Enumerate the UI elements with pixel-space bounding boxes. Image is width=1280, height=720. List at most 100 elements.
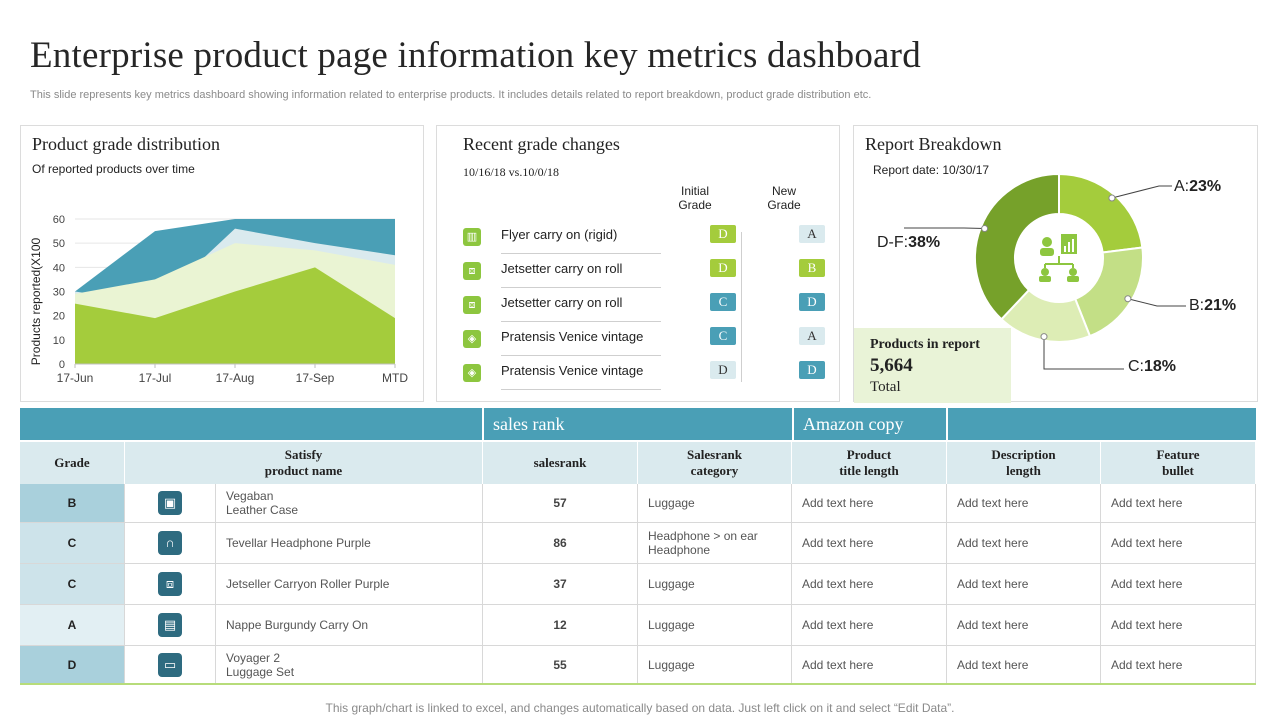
feature-bullet-cell[interactable]: Add text here — [1101, 484, 1256, 522]
leader-dot — [1108, 194, 1116, 202]
description-length-cell[interactable]: Add text here — [947, 646, 1101, 684]
product-name-cell: Voyager 2 Luggage Set — [216, 646, 483, 684]
grade-changes-panel: Recent grade changes 10/16/18 vs.10/0/18… — [436, 125, 840, 402]
band-divider — [792, 408, 794, 440]
initial-grade-badge: C — [710, 327, 736, 345]
product-name-cell: Jetseller Carryon Roller Purple — [216, 564, 483, 604]
area-chart[interactable]: 0 10 20 30 40 50 60 17-Jun 17-Jul 17-Aug 17-Sep MTD… — [21, 126, 421, 401]
grade-cell: B — [20, 484, 125, 522]
report-breakdown-title: Report Breakdown — [865, 134, 1002, 154]
initial-grade-badge: D — [710, 259, 736, 277]
row-divider — [501, 355, 661, 356]
salesrank-cell: 12 — [483, 605, 638, 645]
grade-column-divider — [741, 232, 742, 382]
description-length-cell[interactable]: Add text here — [947, 564, 1101, 604]
y-tick-label: 0 — [59, 359, 65, 371]
grade-cell: C — [20, 564, 125, 604]
grade-change-row[interactable]: ⧈ Jetsetter carry on roll D B — [463, 257, 825, 291]
grade-header: Grade — [20, 442, 125, 484]
y-tick-label: 10 — [53, 335, 65, 347]
grade-change-row[interactable]: ◈ Pratensis Venice vintage D D — [463, 359, 825, 393]
table-row[interactable]: C ⧈ Jetseller Carryon Roller Purple 37 Lugga… — [20, 564, 1256, 605]
donut-slice-df[interactable] — [974, 172, 1060, 321]
row-divider — [501, 389, 661, 390]
icon-cell: ▣ — [125, 484, 216, 522]
product-name: Jetsetter carry on roll — [501, 295, 623, 310]
feature-bullet-cell[interactable]: Add text here — [1101, 605, 1256, 645]
category-cell: Headphone > on ear Headphone — [638, 523, 792, 563]
icon-cell: ▤ — [125, 605, 216, 645]
suitcase-icon: ▥ — [463, 228, 481, 246]
luggage-icon: ⧈ — [463, 296, 481, 314]
description-length-cell[interactable]: Add text here — [947, 605, 1101, 645]
grade-change-row[interactable]: ◈ Pratensis Venice vintage C A — [463, 325, 825, 359]
description-length-cell[interactable]: Add text here — [947, 523, 1101, 563]
category-cell: Luggage — [638, 484, 792, 522]
table-group-band — [20, 408, 1256, 440]
leader-dot — [1124, 295, 1132, 303]
band-divider — [482, 408, 484, 440]
new-grade-header: New Grade — [767, 184, 801, 212]
product-name: Jetsetter carry on roll — [501, 261, 623, 276]
bags-icon: ▤ — [158, 613, 182, 637]
sales-rank-group: sales rank — [493, 414, 565, 434]
x-tick-label: MTD — [382, 371, 408, 385]
band-divider — [946, 408, 948, 440]
table-bottom-rule — [20, 683, 1256, 685]
products-in-report-card: Products in report 5,664 Total — [854, 328, 1011, 403]
products-in-report-value: 5,664 — [870, 355, 913, 376]
leader-line — [1043, 336, 1124, 370]
donut-chart[interactable] — [854, 126, 1259, 403]
salesrank-category-header: Salesrank category — [638, 442, 792, 484]
grade-cell: C — [20, 523, 125, 563]
new-grade-badge: B — [799, 259, 825, 277]
slice-label-df: D-F:38% — [877, 234, 941, 251]
row-divider — [501, 253, 661, 254]
salesrank-cell: 55 — [483, 646, 638, 684]
title-length-cell[interactable]: Add text here — [792, 564, 947, 604]
grade-change-row[interactable]: ⧈ Jetsetter carry on roll C D — [463, 291, 825, 325]
new-grade-badge: D — [799, 293, 825, 311]
footer-note: This graph/chart is linked to excel, and… — [325, 701, 955, 715]
initial-grade-header: Initial Grade — [678, 184, 712, 212]
grade-cell: D — [20, 646, 125, 684]
product-name-cell: Tevellar Headphone Purple — [216, 523, 483, 563]
feature-bullet-cell[interactable]: Add text here — [1101, 564, 1256, 604]
feature-bullet-cell[interactable]: Add text here — [1101, 523, 1256, 563]
initial-grade-badge: D — [710, 361, 736, 379]
title-length-cell[interactable]: Add text here — [792, 605, 947, 645]
leader-line — [1111, 185, 1172, 199]
table-header — [20, 442, 1256, 484]
row-divider — [501, 287, 661, 288]
x-tick-label: 17-Sep — [296, 371, 335, 385]
description-length-cell[interactable]: Add text here — [947, 484, 1101, 522]
luggage-icon: ⧈ — [463, 262, 481, 280]
product-name: Pratensis Venice vintage — [501, 363, 644, 378]
salesrank-cell: 57 — [483, 484, 638, 522]
product-name-cell: Vegaban Leather Case — [216, 484, 483, 522]
title-length-cell[interactable]: Add text here — [792, 484, 947, 522]
product-name: Flyer carry on (rigid) — [501, 227, 618, 242]
leader-line — [1127, 298, 1186, 307]
table-row[interactable]: B ▣ Vegaban Leather Case 57 Luggage Add text … — [20, 484, 1256, 523]
y-tick-label: 60 — [53, 214, 65, 226]
area-series-4[interactable] — [75, 267, 395, 364]
y-tick-label: 50 — [53, 238, 65, 250]
initial-grade-badge: C — [710, 293, 736, 311]
team-chart-icon — [1019, 218, 1099, 298]
title-length-cell[interactable]: Add text here — [792, 523, 947, 563]
icon-cell: ∩ — [125, 523, 216, 563]
table-row[interactable]: D ▭ Voyager 2 Luggage Set 55 Luggage Add text… — [20, 646, 1256, 685]
feature-bullet-cell[interactable]: Add text here — [1101, 646, 1256, 684]
x-tick-label: 17-Jun — [57, 371, 94, 385]
case-icon: ▭ — [158, 653, 182, 677]
grade-cell: A — [20, 605, 125, 645]
table-row[interactable]: C ∩ Tevellar Headphone Purple 86 Headphone >… — [20, 523, 1256, 564]
grade-change-row[interactable]: ▥ Flyer carry on (rigid) D A — [463, 223, 825, 257]
table-row[interactable]: A ▤ Nappe Burgundy Carry On 12 Luggage Add te… — [20, 605, 1256, 646]
title-length-cell[interactable]: Add text here — [792, 646, 947, 684]
description-length-header: Description length — [947, 442, 1101, 484]
report-date: Report date: 10/30/17 — [873, 163, 990, 177]
y-axis-label: Products reported(X100 — [29, 237, 43, 365]
briefcase-icon: ▣ — [158, 491, 182, 515]
